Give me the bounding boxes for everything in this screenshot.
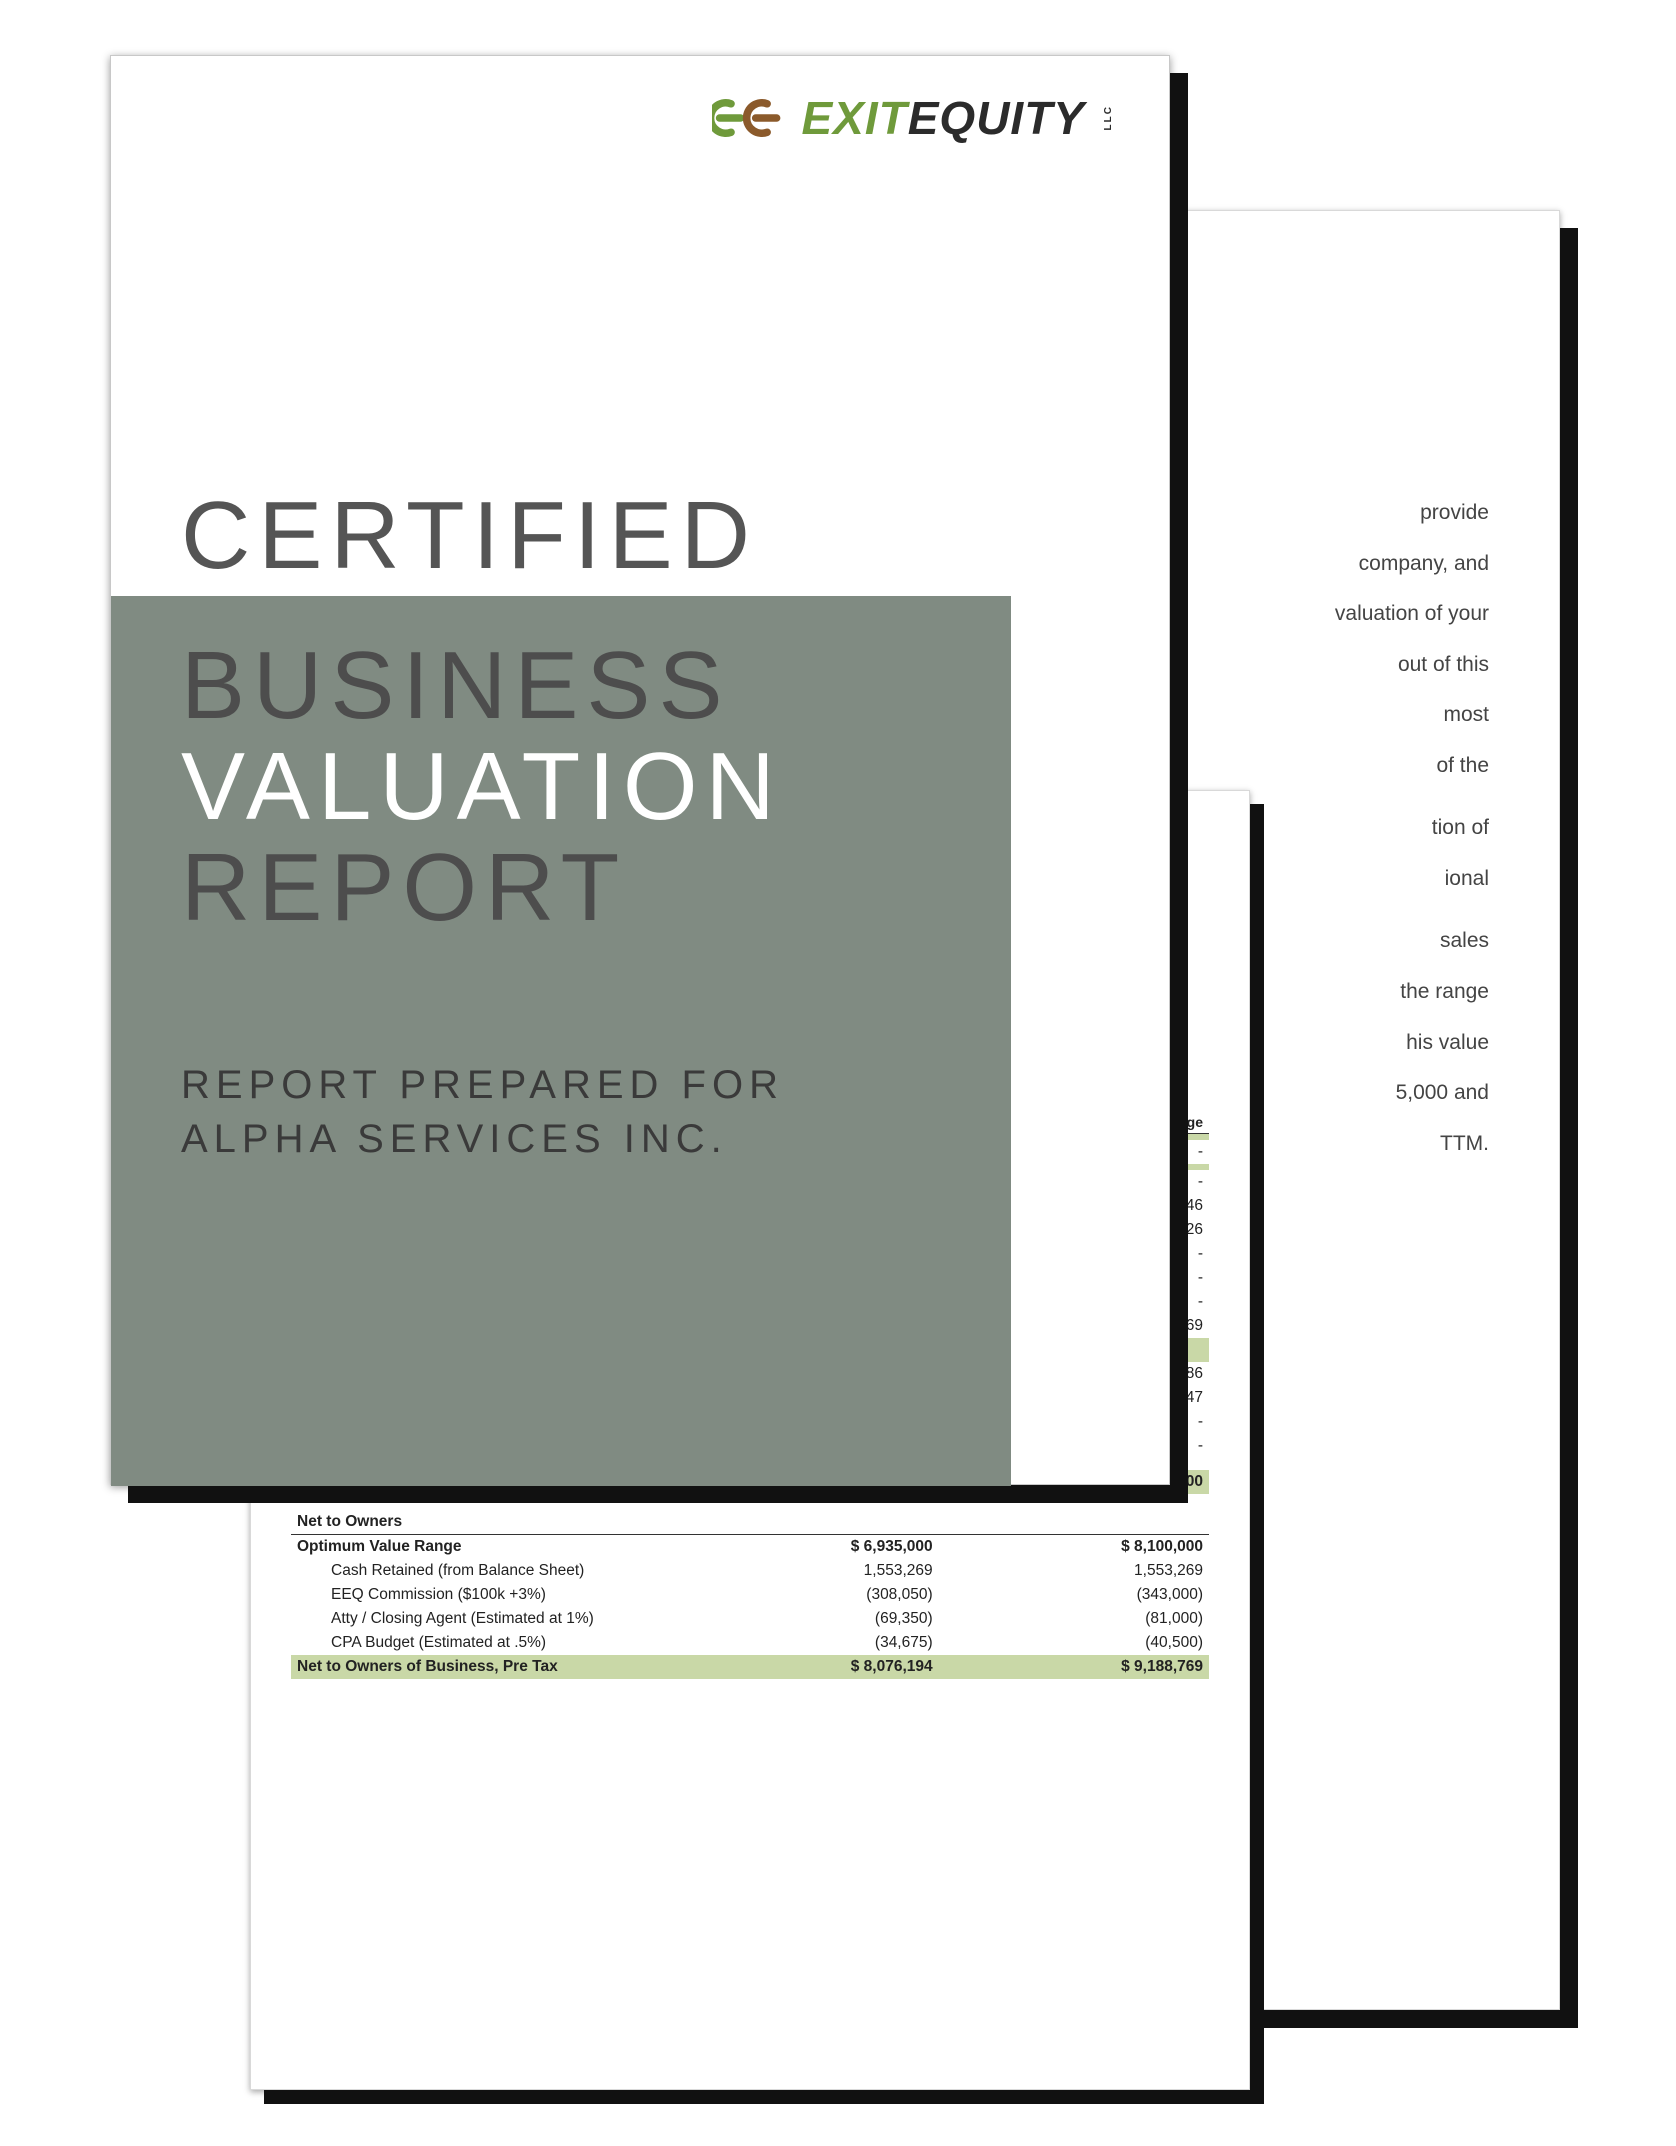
- table-row: CPA Budget (Estimated at .5%)(34,675)(40…: [291, 1631, 1209, 1655]
- cover-grey-box: BUSINESS VALUATION REPORT REPORT PREPARE…: [111, 596, 1011, 1486]
- cover-line2: BUSINESS: [181, 636, 951, 737]
- table-row: Net to Owners of Business, Pre Tax$ 8,07…: [291, 1655, 1209, 1679]
- table-row: Net to Owners: [291, 1510, 1209, 1535]
- logo-text: EXIT EQUITY: [802, 91, 1086, 145]
- logo-llc: LLC: [1103, 105, 1114, 130]
- brand-logo: EXIT EQUITY LLC: [712, 91, 1115, 145]
- table-row: Atty / Closing Agent (Estimated at 1%)(6…: [291, 1607, 1209, 1631]
- cover-line1: CERTIFIED: [181, 486, 758, 587]
- logo-exit: EXIT: [802, 91, 908, 145]
- logo-equity: EQUITY: [908, 91, 1085, 145]
- prepared-line2: ALPHA SERVICES INC.: [181, 1112, 951, 1166]
- table-row: Cash Retained (from Balance Sheet)1,553,…: [291, 1559, 1209, 1583]
- document-stack: VALUATION SUMMARY “Calculation of Value”…: [0, 0, 1676, 2146]
- cover-title-certified: CERTIFIED: [181, 486, 758, 587]
- cover-prepared-for: REPORT PREPARED FOR ALPHA SERVICES INC.: [181, 1058, 951, 1166]
- cover-page: EXIT EQUITY LLC CERTIFIED BUSINESS VALUA…: [110, 55, 1170, 1485]
- table-row: EEQ Commission ($100k +3%)(308,050)(343,…: [291, 1583, 1209, 1607]
- cover-line3: VALUATION: [181, 737, 951, 838]
- prepared-line1: REPORT PREPARED FOR: [181, 1058, 951, 1112]
- table-row: [291, 1494, 1209, 1510]
- logo-ee-icon: [712, 94, 788, 142]
- table-row: Optimum Value Range$ 6,935,000$ 8,100,00…: [291, 1535, 1209, 1560]
- cover-line4: REPORT: [181, 838, 951, 939]
